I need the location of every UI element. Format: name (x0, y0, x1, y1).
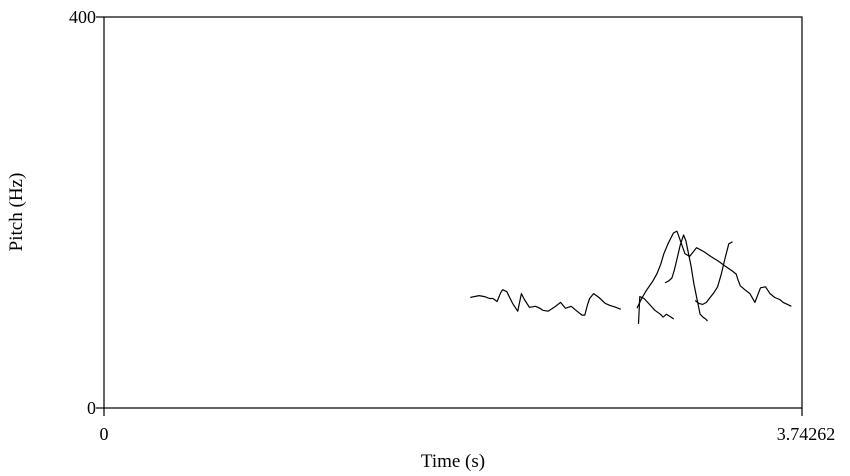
y-axis-label: Pitch (Hz) (6, 173, 27, 252)
x-axis-label: Time (s) (421, 451, 485, 472)
pitch-contour-1 (470, 289, 622, 316)
x-tick-label-max: 3.74262 (777, 424, 836, 444)
y-tick-label-min: 0 (87, 398, 96, 418)
pitch-contour-3 (637, 296, 675, 324)
x-tick-label-min: 0 (100, 424, 109, 444)
pitch-contour-5 (694, 241, 733, 305)
pitch-contour-4 (664, 234, 708, 322)
plot-frame (103, 16, 803, 409)
pitch-contours (470, 230, 792, 324)
y-tick-label-max: 400 (69, 7, 96, 27)
pitch-contour-2 (636, 230, 792, 309)
